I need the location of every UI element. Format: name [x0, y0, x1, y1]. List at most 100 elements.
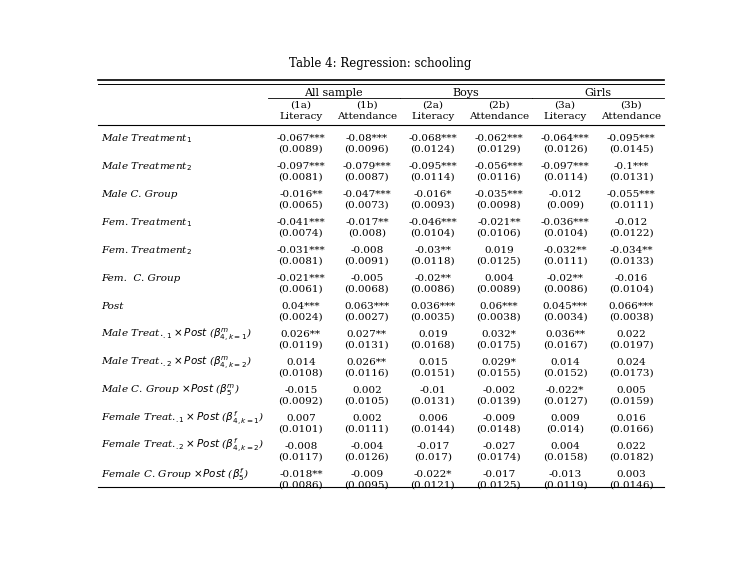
Text: (0.0061): (0.0061): [279, 285, 323, 294]
Text: (0.0114): (0.0114): [411, 173, 455, 182]
Text: (0.0092): (0.0092): [279, 397, 323, 406]
Text: (0.0168): (0.0168): [411, 341, 455, 350]
Text: Fem. Treatment$_1$: Fem. Treatment$_1$: [101, 216, 192, 229]
Text: Attendance: Attendance: [336, 112, 397, 121]
Text: -0.02**: -0.02**: [547, 274, 583, 283]
Text: (0.0073): (0.0073): [345, 201, 389, 210]
Text: -0.009: -0.009: [482, 414, 516, 423]
Text: (0.0093): (0.0093): [411, 201, 455, 210]
Text: -0.068***: -0.068***: [408, 134, 457, 143]
Text: (0.0158): (0.0158): [542, 452, 588, 461]
Text: (0.0104): (0.0104): [411, 229, 455, 238]
Text: (0.0155): (0.0155): [476, 369, 521, 378]
Text: (0.0106): (0.0106): [476, 229, 521, 238]
Text: (0.0086): (0.0086): [279, 481, 323, 490]
Text: -0.01: -0.01: [419, 386, 446, 395]
Text: -0.008: -0.008: [285, 442, 317, 451]
Text: (0.0167): (0.0167): [542, 341, 588, 350]
Text: (0.0086): (0.0086): [542, 285, 588, 294]
Text: Male Treat.$_{.1}\times Post$ ($\beta^m_{4,k=1}$): Male Treat.$_{.1}\times Post$ ($\beta^m_…: [101, 326, 251, 343]
Text: -0.067***: -0.067***: [276, 134, 325, 143]
Text: Male Treatment$_1$: Male Treatment$_1$: [101, 133, 192, 145]
Text: (1b): (1b): [356, 101, 378, 110]
Text: Literacy: Literacy: [411, 112, 454, 121]
Text: (0.0081): (0.0081): [279, 257, 323, 266]
Text: -0.036***: -0.036***: [541, 218, 589, 227]
Text: -0.012: -0.012: [614, 218, 648, 227]
Text: (0.0129): (0.0129): [476, 145, 521, 154]
Text: -0.005: -0.005: [350, 274, 383, 283]
Text: 0.002: 0.002: [352, 414, 382, 423]
Text: (0.0087): (0.0087): [345, 173, 389, 182]
Text: (0.0166): (0.0166): [608, 424, 654, 434]
Text: 0.002: 0.002: [352, 386, 382, 395]
Text: -0.016**: -0.016**: [279, 191, 322, 200]
Text: (0.0111): (0.0111): [345, 424, 389, 434]
Text: -0.022*: -0.022*: [546, 386, 584, 395]
Text: -0.017**: -0.017**: [345, 218, 388, 227]
Text: (0.0173): (0.0173): [608, 369, 654, 378]
Text: -0.055***: -0.055***: [607, 191, 655, 200]
Text: -0.03**: -0.03**: [414, 246, 451, 255]
Text: Girls: Girls: [585, 88, 611, 98]
Text: 0.04***: 0.04***: [282, 302, 320, 311]
Text: 0.029*: 0.029*: [482, 358, 516, 367]
Text: -0.017: -0.017: [482, 470, 516, 479]
Text: -0.1***: -0.1***: [614, 162, 648, 171]
Text: (0.0133): (0.0133): [608, 257, 654, 266]
Text: Male C. Group $\times Post$ ($\beta^m_5$): Male C. Group $\times Post$ ($\beta^m_5$…: [101, 383, 239, 398]
Text: (2a): (2a): [422, 101, 443, 110]
Text: 0.003: 0.003: [616, 470, 646, 479]
Text: Attendance: Attendance: [469, 112, 529, 121]
Text: 0.032*: 0.032*: [482, 330, 516, 339]
Text: 0.004: 0.004: [550, 442, 580, 451]
Text: (0.0089): (0.0089): [279, 145, 323, 154]
Text: (0.0027): (0.0027): [345, 312, 389, 321]
Text: 0.045***: 0.045***: [542, 302, 588, 311]
Text: Female Treat.$_{.2}\times Post$ ($\beta^f_{4,k=2}$): Female Treat.$_{.2}\times Post$ ($\beta^…: [101, 437, 264, 455]
Text: (0.0096): (0.0096): [345, 145, 389, 154]
Text: (0.0114): (0.0114): [542, 173, 588, 182]
Text: 0.026**: 0.026**: [347, 358, 387, 367]
Text: (0.0139): (0.0139): [476, 397, 521, 406]
Text: Female C. Group $\times Post$ ($\beta^f_5$): Female C. Group $\times Post$ ($\beta^f_…: [101, 466, 249, 483]
Text: (0.0089): (0.0089): [476, 285, 521, 294]
Text: -0.009: -0.009: [350, 470, 383, 479]
Text: (0.0111): (0.0111): [542, 257, 588, 266]
Text: (0.0117): (0.0117): [279, 452, 323, 461]
Text: (0.014): (0.014): [546, 424, 584, 434]
Text: -0.017: -0.017: [416, 442, 450, 451]
Text: (0.0111): (0.0111): [608, 201, 654, 210]
Text: (0.0118): (0.0118): [411, 257, 455, 266]
Text: -0.097***: -0.097***: [276, 162, 325, 171]
Text: 0.006: 0.006: [418, 414, 448, 423]
Text: (0.0122): (0.0122): [608, 229, 654, 238]
Text: Literacy: Literacy: [279, 112, 322, 121]
Text: (0.0101): (0.0101): [279, 424, 323, 434]
Text: -0.056***: -0.056***: [475, 162, 523, 171]
Text: (0.0024): (0.0024): [279, 312, 323, 321]
Text: (0.0174): (0.0174): [476, 452, 521, 461]
Text: 0.015: 0.015: [418, 358, 448, 367]
Text: Attendance: Attendance: [601, 112, 661, 121]
Text: (0.0182): (0.0182): [608, 452, 654, 461]
Text: (0.0105): (0.0105): [345, 397, 389, 406]
Text: (0.0086): (0.0086): [411, 285, 455, 294]
Text: (2b): (2b): [488, 101, 510, 110]
Text: (0.0175): (0.0175): [476, 341, 521, 350]
Text: 0.026**: 0.026**: [281, 330, 321, 339]
Text: (0.0124): (0.0124): [411, 145, 455, 154]
Text: 0.009: 0.009: [550, 414, 580, 423]
Text: -0.022*: -0.022*: [413, 470, 452, 479]
Text: (0.0131): (0.0131): [608, 173, 654, 182]
Text: (0.0197): (0.0197): [608, 341, 654, 350]
Text: -0.041***: -0.041***: [276, 218, 325, 227]
Text: -0.012: -0.012: [548, 191, 582, 200]
Text: -0.013: -0.013: [548, 470, 582, 479]
Text: -0.095***: -0.095***: [408, 162, 457, 171]
Text: -0.079***: -0.079***: [342, 162, 391, 171]
Text: (0.0145): (0.0145): [608, 145, 654, 154]
Text: (0.0119): (0.0119): [279, 341, 323, 350]
Text: Male Treatment$_2$: Male Treatment$_2$: [101, 160, 191, 173]
Text: (0.008): (0.008): [348, 229, 386, 238]
